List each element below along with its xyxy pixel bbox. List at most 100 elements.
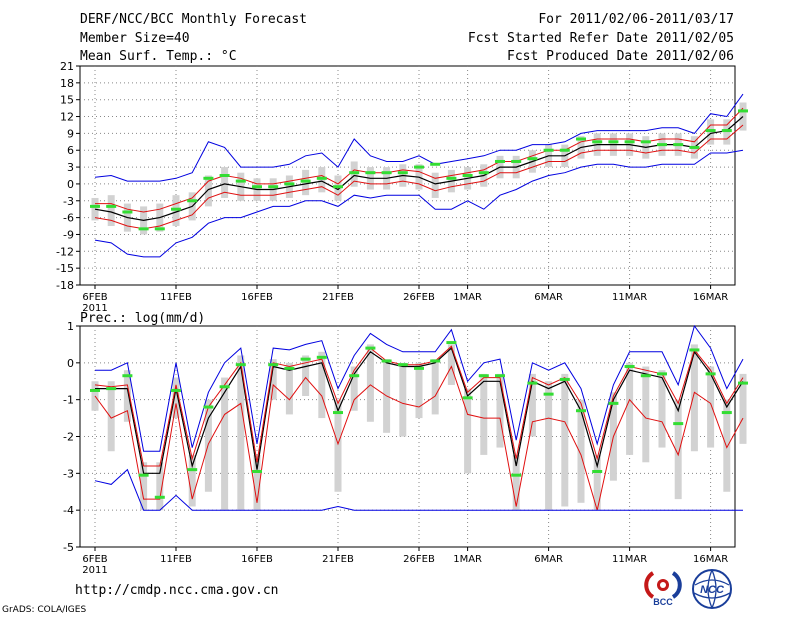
temp-forecast-marker — [106, 204, 117, 208]
ncc-logo-text: NCC — [700, 584, 725, 596]
prec-xtick-label: 16FEB — [241, 554, 273, 565]
temp-xtick-label: 6FEB — [82, 292, 107, 303]
prec-forecast-marker — [608, 401, 619, 405]
temp-spread-box — [221, 167, 229, 198]
temp-forecast-marker — [559, 148, 570, 152]
prec-spread-box — [739, 373, 747, 444]
prec-xtick-label: 6FEB — [82, 554, 107, 565]
prec-forecast-marker — [219, 385, 230, 389]
temp-upper-spread-line — [95, 107, 744, 213]
prec-spread-box — [577, 399, 585, 503]
prec-forecast-marker — [106, 387, 117, 391]
temp-ytick-label: -9 — [63, 228, 74, 241]
temp-ensemble-mean-line — [94, 116, 744, 222]
prec-lower-spread-line — [94, 365, 744, 511]
prec-forecast-marker — [138, 473, 149, 477]
temp-forecast-marker — [203, 176, 214, 180]
prec-spread-box — [91, 381, 99, 411]
prec-forecast-marker — [381, 359, 392, 363]
grads-credit: GrADS: COLA/IGES — [2, 605, 87, 615]
prec-year-label: 2011 — [82, 565, 107, 576]
prec-spread-box — [399, 362, 407, 437]
prec-spread-box — [447, 344, 455, 385]
temp-forecast-marker — [624, 140, 635, 144]
prec-forecast-marker — [154, 495, 165, 499]
temp-forecast-marker — [365, 171, 376, 175]
prec-xtick-label: 6MAR — [534, 554, 563, 565]
temp-ytick-label: 21 — [60, 60, 74, 73]
source-url[interactable]: http://cmdp.ncc.cma.gov.cn — [75, 583, 279, 598]
temp-forecast-marker — [122, 210, 133, 214]
prec-forecast-marker — [300, 357, 311, 361]
temp-forecast-marker — [576, 137, 586, 141]
prec-ytick-label: -4 — [63, 504, 74, 517]
prec-forecast-marker — [624, 365, 635, 369]
temp-forecast-marker — [511, 159, 522, 163]
temp-xtick-label: 11MAR — [612, 292, 647, 303]
prec-ytick-label: -5 — [63, 541, 74, 554]
temp-forecast-marker — [284, 182, 295, 186]
prec-spread-box — [707, 366, 715, 448]
temp-spread-box — [431, 172, 439, 198]
prec-forecast-marker — [592, 469, 603, 473]
prec-spread-box — [253, 454, 261, 511]
temp-year-label: 2011 — [82, 303, 107, 314]
prec-forecast-marker — [689, 348, 700, 352]
temp-forecast-marker — [495, 159, 505, 163]
prec-spread-box — [415, 362, 423, 419]
temp-spread-box — [204, 175, 212, 207]
prec-forecast-marker — [187, 468, 198, 472]
temp-xtick-label: 26FEB — [403, 292, 435, 303]
temp-forecast-marker — [430, 162, 441, 166]
prec-spread-box — [723, 399, 731, 492]
prec-spread-box — [512, 454, 520, 511]
prec-spread-box — [658, 370, 666, 448]
prec-forecast-marker — [576, 409, 586, 413]
prec-spread-box — [528, 373, 536, 437]
prec-forecast-marker — [673, 422, 684, 426]
variable-label-temp: Mean Surf. Temp.: °C — [80, 49, 237, 64]
temp-ytick-label: -6 — [63, 212, 74, 225]
prec-forecast-marker — [640, 374, 651, 378]
temp-ytick-label: -12 — [56, 245, 74, 258]
temp-spread-box — [107, 195, 115, 227]
temp-ytick-label: -18 — [56, 279, 74, 292]
prec-forecast-marker — [171, 388, 181, 392]
prec-forecast-marker — [657, 372, 667, 376]
prec-max-envelope-line — [95, 324, 744, 452]
temp-ytick-label: 0 — [67, 178, 74, 191]
forecast-period: For 2011/02/06-2011/03/17 — [538, 12, 734, 27]
temp-xtick-label: 16MAR — [693, 292, 728, 303]
prec-spread-box — [674, 399, 682, 500]
temp-forecast-marker — [333, 185, 343, 189]
prec-spread-box — [302, 355, 310, 396]
prec-spread-box — [107, 381, 115, 452]
fcst-produced-date: Fcst Produced Date 2011/02/06 — [507, 49, 734, 64]
prec-spread-box — [350, 366, 358, 411]
prec-forecast-marker — [721, 411, 732, 415]
prec-xtick-label: 11FEB — [160, 554, 192, 565]
temp-ytick-label: 9 — [67, 127, 74, 140]
prec-forecast-marker — [495, 374, 505, 378]
temp-ytick-label: 3 — [67, 161, 74, 174]
prec-ytick-label: -2 — [63, 431, 74, 444]
prec-ytick-label: -3 — [63, 467, 74, 480]
ncc-logo: NCC — [692, 569, 732, 609]
prec-forecast-marker — [446, 341, 457, 345]
temp-forecast-marker — [478, 171, 489, 175]
prec-spread-box — [431, 359, 439, 415]
prec-forecast-marker — [397, 363, 408, 367]
temp-forecast-marker — [414, 165, 424, 169]
prec-spread-box — [561, 373, 569, 507]
temp-forecast-marker — [592, 140, 603, 144]
temp-forecast-marker — [543, 148, 554, 152]
prec-spread-box — [269, 359, 277, 400]
bcc-logo: BCC — [644, 571, 682, 607]
prec-forecast-marker — [527, 381, 538, 385]
prec-xtick-label: 26FEB — [403, 554, 435, 565]
prec-forecast-marker — [559, 377, 570, 381]
prec-spread-box — [156, 462, 164, 511]
bcc-logo-text: BCC — [653, 597, 673, 607]
temp-ytick-label: 18 — [60, 77, 74, 90]
prec-spread-box — [172, 377, 180, 419]
